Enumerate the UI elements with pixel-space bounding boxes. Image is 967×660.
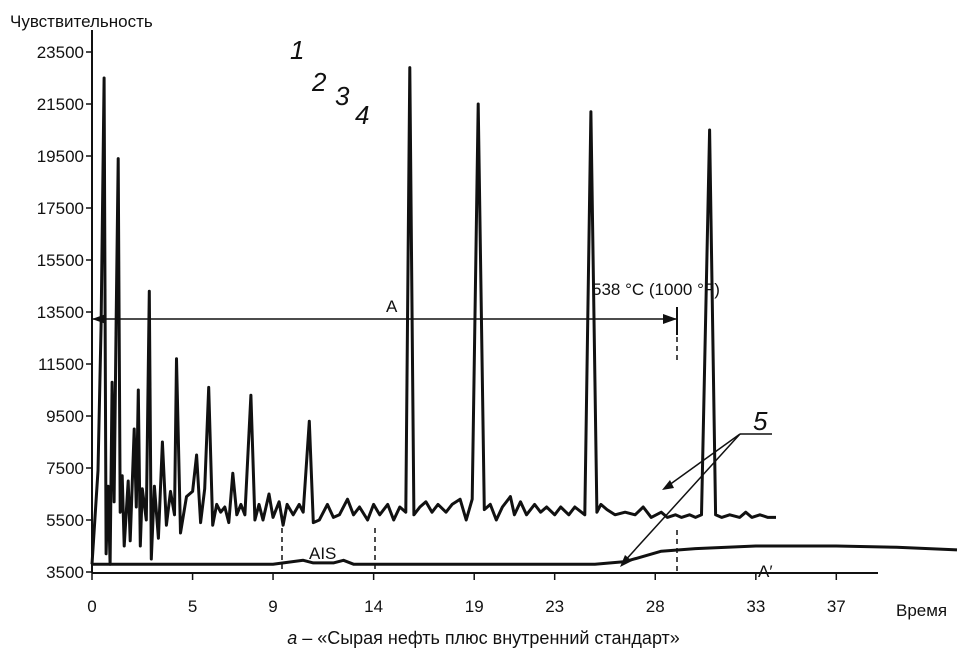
x-tick-label: 5 — [188, 597, 197, 616]
y-tick-label: 3500 — [46, 563, 84, 582]
temperature-label: 538 °C (1000 °F) — [592, 280, 720, 299]
range-label-a-prime: A′ — [758, 562, 773, 581]
y-tick-label: 17500 — [37, 199, 84, 218]
curve-label-5: 5 — [753, 406, 768, 436]
y-tick-label: 19500 — [37, 147, 84, 166]
y-tick-label: 7500 — [46, 459, 84, 478]
peak-label-3: 3 — [335, 81, 350, 111]
y-tick-label: 5500 — [46, 511, 84, 530]
x-tick-label: 23 — [545, 597, 564, 616]
peak-label-2: 2 — [311, 67, 327, 97]
axes: 3500550075009500115001350015500175001950… — [37, 30, 878, 616]
range-label-a: A — [386, 297, 398, 316]
series-layer — [90, 66, 958, 566]
ais-label: AIS — [309, 544, 336, 563]
y-tick-label: 9500 — [46, 407, 84, 426]
range-arrow-head-left — [92, 314, 106, 324]
peak-label-1: 1 — [290, 35, 304, 65]
y-tick-label: 21500 — [37, 95, 84, 114]
peak-label-4: 4 — [355, 100, 369, 130]
leader-arrow-head — [662, 480, 674, 490]
y-tick-label: 23500 — [37, 43, 84, 62]
x-tick-label: 14 — [364, 597, 383, 616]
series-line-ais — [92, 544, 958, 566]
leader-arrow-head — [620, 555, 632, 567]
caption-text: – «Сырая нефть плюс внутренний стандарт» — [297, 628, 680, 648]
x-tick-label: 28 — [646, 597, 665, 616]
x-tick-label: 9 — [268, 597, 277, 616]
x-tick-label: 19 — [465, 597, 484, 616]
y-tick-label: 11500 — [38, 355, 84, 374]
series-line-sample — [90, 66, 776, 566]
range-arrow-head-right — [663, 314, 677, 324]
x-tick-label: 37 — [827, 597, 846, 616]
x-tick-label: 33 — [746, 597, 765, 616]
figure-caption: а – «Сырая нефть плюс внутренний стандар… — [0, 628, 967, 649]
y-tick-label: 15500 — [37, 251, 84, 270]
y-axis-title: Чувствительность — [10, 12, 153, 31]
y-tick-label: 13500 — [37, 303, 84, 322]
leader-line — [621, 433, 741, 565]
x-tick-label: 0 — [87, 597, 96, 616]
caption-prefix: а — [287, 628, 298, 648]
x-axis-title: Время — [896, 601, 947, 620]
annotation-layer: Чувствительность Время 1 2 3 4 5 538 °C … — [10, 12, 947, 620]
leader-line — [664, 433, 741, 489]
